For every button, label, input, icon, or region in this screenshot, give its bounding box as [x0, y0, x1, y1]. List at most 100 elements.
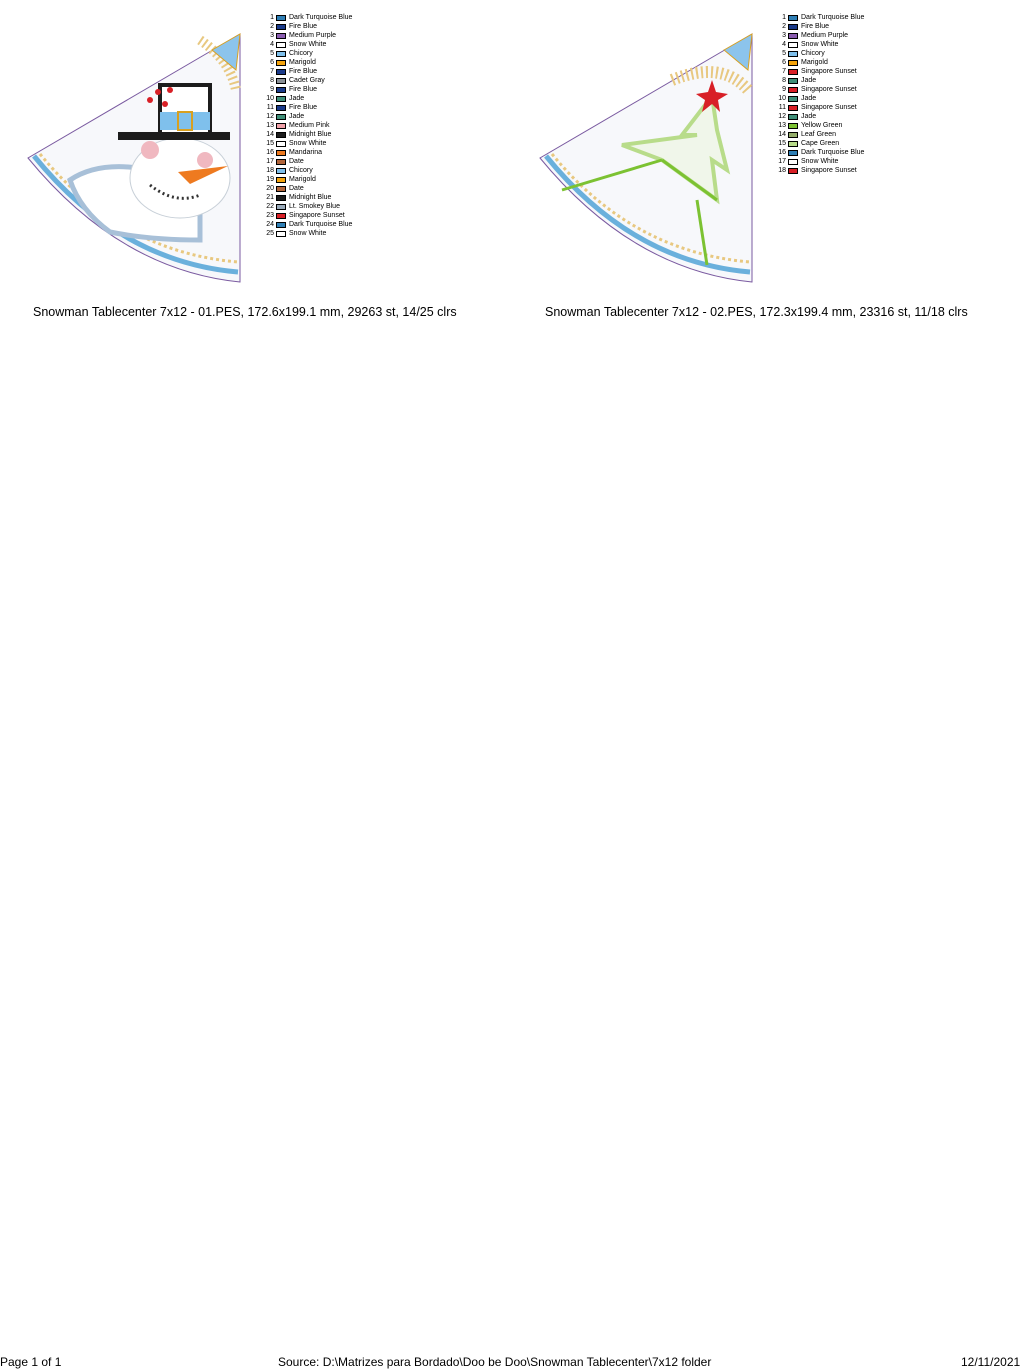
color-swatch [276, 86, 286, 93]
color-swatch [788, 86, 798, 93]
color-name: Jade [801, 113, 817, 120]
color-list-item: 13 Yellow Green [774, 121, 864, 130]
color-list-item: 18 Chicory [262, 166, 352, 175]
color-number: 5 [782, 50, 786, 57]
color-number: 9 [782, 86, 786, 93]
color-name: Yellow Green [801, 122, 843, 129]
color-swatch [276, 176, 286, 183]
color-swatch [276, 140, 286, 147]
color-name: Snow White [801, 41, 839, 48]
color-swatch [276, 77, 286, 84]
color-name: Dark Turquoise Blue [801, 149, 865, 156]
color-list-item: 20 Date [262, 184, 352, 193]
color-name: Date [289, 158, 304, 165]
color-name: Dark Turquoise Blue [289, 14, 353, 21]
color-swatch [276, 50, 286, 57]
color-list-item: 15 Cape Green [774, 139, 864, 148]
color-name: Fire Blue [289, 23, 318, 30]
color-number: 18 [266, 167, 274, 174]
color-name: Jade [801, 77, 817, 84]
color-number: 8 [270, 77, 274, 84]
color-list-item: 18 Singapore Sunset [774, 166, 864, 175]
color-swatch [788, 41, 798, 48]
color-number: 2 [270, 23, 274, 30]
color-swatch [788, 131, 798, 138]
color-swatch [276, 158, 286, 165]
color-number: 1 [782, 14, 786, 21]
color-list-item: 11 Fire Blue [262, 103, 352, 112]
color-list-item: 2 Fire Blue [774, 22, 864, 31]
color-name: Medium Purple [801, 32, 849, 39]
color-number: 16 [266, 149, 274, 156]
color-name: Chicory [289, 50, 313, 57]
color-list-item: 6 Marigold [774, 58, 864, 67]
color-list-item: 1 Dark Turquoise Blue [262, 13, 352, 22]
color-number: 5 [270, 50, 274, 57]
color-number: 11 [266, 104, 274, 111]
color-name: Singapore Sunset [801, 68, 857, 75]
color-name: Singapore Sunset [289, 212, 345, 219]
color-list-item: 16 Dark Turquoise Blue [774, 148, 864, 157]
color-swatch [788, 59, 798, 66]
color-swatch [276, 131, 286, 138]
color-list-item: 3 Medium Purple [774, 31, 864, 40]
tree-embroidery-preview [539, 33, 753, 283]
color-list-item: 12 Jade [262, 112, 352, 121]
color-number: 15 [266, 140, 274, 147]
color-swatch [788, 50, 798, 57]
color-swatch [276, 212, 286, 219]
color-name: Snow White [289, 41, 327, 48]
color-number: 12 [778, 113, 786, 120]
color-list-item: 5 Chicory [774, 49, 864, 58]
print-date: 12/11/2021 [961, 1355, 1021, 1369]
color-swatch [276, 14, 286, 21]
color-swatch [276, 194, 286, 201]
color-swatch [276, 95, 286, 102]
color-list-item: 13 Medium Pink [262, 121, 352, 130]
color-number: 19 [266, 176, 274, 183]
color-list-item: 4 Snow White [262, 40, 352, 49]
color-number: 15 [778, 140, 786, 147]
color-number: 7 [270, 68, 274, 75]
color-name: Marigold [289, 59, 316, 66]
color-number: 3 [270, 32, 274, 39]
color-name: Cape Green [801, 140, 840, 147]
color-name: Jade [289, 113, 305, 120]
color-number: 4 [270, 41, 274, 48]
color-name: Midnight Blue [289, 194, 332, 201]
color-number: 6 [782, 59, 786, 66]
color-number: 6 [270, 59, 274, 66]
color-list-item: 9 Singapore Sunset [774, 85, 864, 94]
color-swatch [276, 230, 286, 237]
color-list-item: 10 Jade [774, 94, 864, 103]
color-list-item: 8 Cadet Gray [262, 76, 352, 85]
color-list-item: 3 Medium Purple [262, 31, 352, 40]
color-list-item: 8 Jade [774, 76, 864, 85]
color-name: Medium Purple [289, 32, 337, 39]
color-number: 8 [782, 77, 786, 84]
color-name: Jade [289, 95, 305, 102]
color-swatch [276, 122, 286, 129]
color-name: Fire Blue [801, 23, 830, 30]
design-caption: Snowman Tablecenter 7x12 - 02.PES, 172.3… [545, 305, 968, 319]
color-list-item: 17 Date [262, 157, 352, 166]
color-number: 7 [782, 68, 786, 75]
color-name: Fire Blue [289, 86, 318, 93]
color-swatch [276, 68, 286, 75]
color-number: 12 [266, 113, 274, 120]
color-swatch [276, 203, 286, 210]
color-number: 17 [778, 158, 786, 165]
color-swatch [788, 149, 798, 156]
color-list-item: 14 Leaf Green [774, 130, 864, 139]
color-swatch [276, 32, 286, 39]
color-swatch [276, 104, 286, 111]
color-name: Medium Pink [289, 122, 330, 129]
color-swatch [276, 221, 286, 228]
color-list-item: 10 Jade [262, 94, 352, 103]
color-list-item: 25 Snow White [262, 229, 352, 238]
color-swatch [276, 113, 286, 120]
color-list-item: 16 Mandarina [262, 148, 352, 157]
color-number: 13 [266, 122, 274, 129]
color-number: 11 [778, 104, 786, 111]
color-name: Leaf Green [801, 131, 837, 138]
